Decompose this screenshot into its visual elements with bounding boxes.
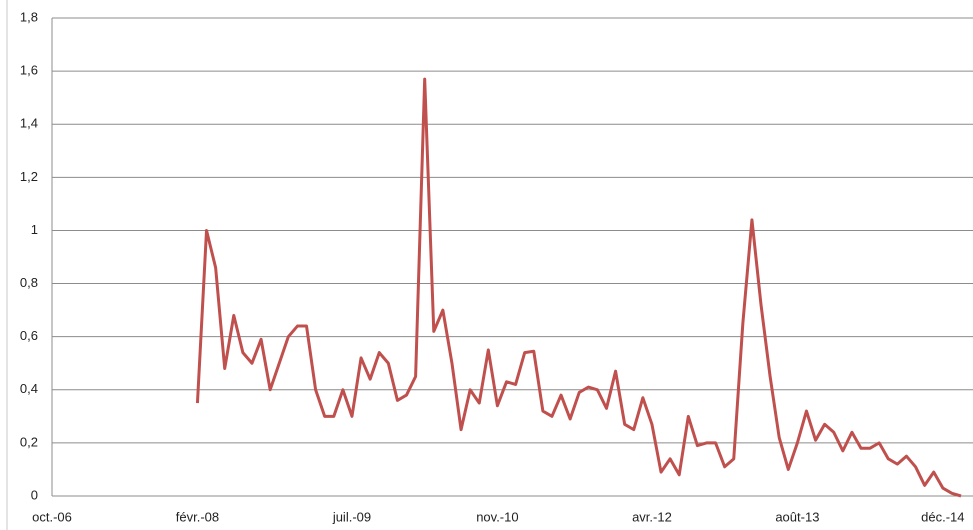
y-tick-label: 1	[31, 222, 38, 237]
y-tick-label: 0,4	[20, 381, 38, 396]
x-tick-label: juil.-09	[332, 509, 371, 524]
y-tick-label: 1,8	[20, 9, 38, 24]
x-tick-label: août-13	[775, 509, 819, 524]
y-tick-label: 0,2	[20, 434, 38, 449]
y-tick-label: 1,6	[20, 63, 38, 78]
data-line	[195, 77, 962, 498]
y-tick-label: 1,4	[20, 116, 38, 131]
x-tick-label: déc.-14	[921, 509, 964, 524]
x-tick-label: févr.-08	[176, 509, 219, 524]
y-tick-label: 0	[31, 487, 38, 502]
y-tick-label: 1,2	[20, 169, 38, 184]
y-tick-label: 0,8	[20, 275, 38, 290]
y-tick-label: 0,6	[20, 328, 38, 343]
x-tick-label: nov.-10	[476, 509, 518, 524]
x-tick-label: avr.-12	[632, 509, 672, 524]
x-tick-label: oct.-06	[32, 509, 72, 524]
